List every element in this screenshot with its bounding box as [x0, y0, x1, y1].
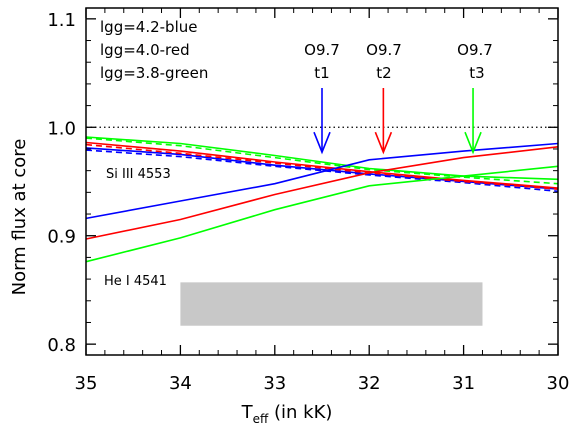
- x-tick-label: 32: [358, 373, 381, 394]
- x-tick-label: 34: [169, 373, 192, 394]
- arrow-label-top: O9.7: [304, 41, 340, 59]
- arrow-label-bottom: t2: [376, 64, 391, 82]
- x-axis-label-subscript: eff: [253, 412, 269, 426]
- y-axis-label: Norm flux at core: [9, 139, 30, 296]
- y-tick-label: 0.8: [47, 335, 76, 356]
- x-tick-label: 33: [263, 373, 286, 394]
- x-axis-label: Teff (in kK): [241, 402, 333, 426]
- series-line: [85, 165, 559, 263]
- x-tick-label: 30: [547, 373, 570, 394]
- series-line: [85, 142, 559, 220]
- arrow-label-bottom: t1: [314, 64, 329, 82]
- arrow-annotation: O9.7 t3: [457, 41, 493, 82]
- y-tick-label: 0.9: [47, 227, 76, 248]
- y-tick-label: 1.0: [47, 118, 76, 139]
- arrow-label-top: O9.7: [457, 41, 493, 59]
- series-line: [85, 149, 559, 193]
- series-line: [85, 141, 559, 189]
- legend-entry: lgg=3.8-green: [100, 64, 208, 82]
- legend: lgg=4.2-blue lgg=4.0-red lgg=3.8-green: [100, 18, 208, 82]
- series-line: [85, 143, 559, 190]
- legend-entry: lgg=4.2-blue: [100, 18, 197, 36]
- line-label-si-iii: Si III 4553: [106, 167, 171, 182]
- arrow-head: [313, 131, 331, 155]
- arrow-label-bottom: t3: [469, 64, 484, 82]
- plot-content: [85, 88, 559, 326]
- series-line: [85, 137, 559, 185]
- arrow-head: [464, 131, 482, 155]
- x-axis-ticks: 35 34 33 32 31 30: [75, 8, 570, 394]
- x-axis-label-main: T: [241, 402, 254, 423]
- y-tick-label: 1.1: [47, 10, 76, 31]
- x-axis-label-rest: (in kK): [268, 402, 332, 423]
- legend-entry: lgg=4.0-red: [100, 41, 190, 59]
- series-line: [85, 136, 559, 181]
- series-line: [85, 146, 559, 240]
- shaded-band: [180, 282, 483, 326]
- arrow-label-top: O9.7: [366, 41, 402, 59]
- x-tick-label: 35: [75, 373, 98, 394]
- plot-frame: [85, 7, 559, 356]
- arrow-annotation: O9.7 t1: [304, 41, 340, 82]
- arrow-annotation: O9.7 t2: [366, 41, 402, 82]
- line-label-he-i: He I 4541: [104, 274, 167, 289]
- arrow-head: [374, 131, 393, 155]
- x-tick-label: 31: [452, 373, 475, 394]
- y-axis-ticks: 0.8 0.9 1.0 1.1: [47, 10, 558, 356]
